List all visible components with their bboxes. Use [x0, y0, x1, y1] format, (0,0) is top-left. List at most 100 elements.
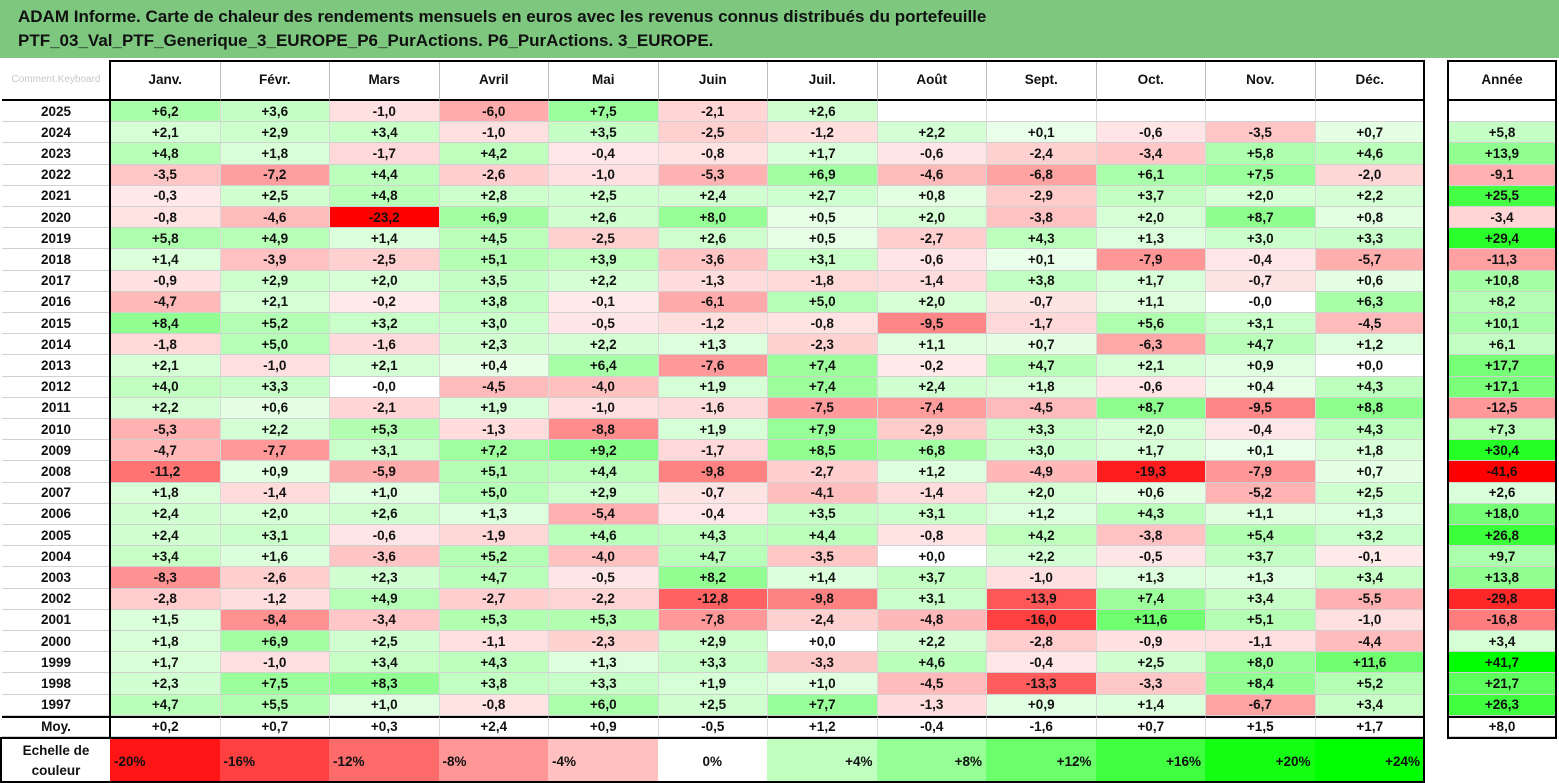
- color-scale-swatch: -12%: [329, 739, 439, 783]
- year-label: 2014: [2, 334, 110, 356]
- year-label: 2010: [2, 419, 110, 441]
- heatmap-cell: -1,8: [767, 270, 877, 292]
- heatmap-cell: +1,1: [876, 334, 986, 356]
- heatmap-cell: -7,9: [1095, 249, 1205, 271]
- heatmap-cell: -2,9: [876, 419, 986, 441]
- heatmap-cell: +7,9: [767, 419, 877, 441]
- heatmap-cell: +1,1: [1205, 503, 1315, 525]
- heatmap-cell: -0,8: [767, 313, 877, 335]
- heatmap-cell: +2,0: [1095, 207, 1205, 229]
- heatmap-cell: -1,2: [657, 313, 767, 335]
- heatmap-cell: +1,4: [329, 228, 439, 250]
- heatmap-cell: +7,5: [1205, 164, 1315, 186]
- heatmap-cell: -2,7: [876, 228, 986, 250]
- heatmap-cell: +2,7: [767, 185, 877, 207]
- heatmap-cell: +2,9: [657, 631, 767, 653]
- heatmap-cell: +3,4: [1205, 588, 1315, 610]
- heatmap-cell: +5,3: [548, 609, 658, 631]
- heatmap-cell: +3,0: [1205, 228, 1315, 250]
- heatmap-cell: +1,7: [110, 652, 220, 674]
- month-header: Mai: [548, 60, 658, 101]
- heatmap-cell: +5,3: [438, 609, 548, 631]
- year-label: 1998: [2, 673, 110, 695]
- year-label: 2005: [2, 525, 110, 547]
- heatmap-cell: -5,4: [548, 503, 658, 525]
- heatmap-cell: +4,3: [1095, 503, 1205, 525]
- heatmap-cell: -3,8: [1095, 525, 1205, 547]
- heatmap-cell: +8,4: [110, 313, 220, 335]
- heatmap-cell: -6,7: [1205, 694, 1315, 716]
- heatmap-cell: +0,6: [1314, 270, 1424, 292]
- heatmap-cell: -1,3: [876, 694, 986, 716]
- heatmap-cell: +1,2: [1314, 334, 1424, 356]
- heatmap-cell: -7,7: [219, 440, 329, 462]
- annual-cell: +26,3: [1447, 694, 1557, 716]
- heatmap-cell: +2,2: [548, 270, 658, 292]
- heatmap-cell: +1,5: [1205, 715, 1315, 737]
- heatmap-cell: +0,0: [1314, 355, 1424, 377]
- heatmap-cell: -7,9: [1205, 461, 1315, 483]
- heatmap-cell: +8,0: [1205, 652, 1315, 674]
- heatmap-cell: +3,1: [767, 249, 877, 271]
- heatmap-cell: +1,0: [767, 673, 877, 695]
- heatmap-cell: -1,2: [767, 122, 877, 144]
- heatmap-cell: +2,1: [110, 122, 220, 144]
- heatmap-cell: +0,1: [986, 122, 1096, 144]
- heatmap-cell: +4,3: [657, 525, 767, 547]
- heatmap-cell: +0,1: [1205, 440, 1315, 462]
- title-line-1: ADAM Informe. Carte de chaleur des rende…: [18, 7, 987, 26]
- heatmap-cell: +0,7: [986, 334, 1096, 356]
- corner-note: Comment.Keyboard: [2, 60, 110, 101]
- heatmap-cell: -1,6: [657, 397, 767, 419]
- heatmap-cell: +3,3: [1314, 228, 1424, 250]
- annual-cell: +10,1: [1447, 313, 1557, 335]
- heatmap-cell: +1,6: [219, 546, 329, 568]
- annual-cell: -9,1: [1447, 164, 1557, 186]
- heatmap-cell: -7,2: [219, 164, 329, 186]
- heatmap-cell: -1,4: [876, 482, 986, 504]
- heatmap-cell: +11,6: [1314, 652, 1424, 674]
- heatmap-cell: -9,5: [876, 313, 986, 335]
- heatmap-cell: +2,2: [876, 122, 986, 144]
- heatmap-cell: +2,2: [1314, 185, 1424, 207]
- heatmap-cell: +0,9: [548, 715, 658, 737]
- heatmap-cell: +1,0: [329, 482, 439, 504]
- heatmap-cell: +1,7: [1314, 715, 1424, 737]
- heatmap-cell: -0,6: [1095, 376, 1205, 398]
- heatmap-cell: +8,7: [1095, 397, 1205, 419]
- heatmap-cell: +0,0: [876, 546, 986, 568]
- color-scale-swatch: +16%: [1095, 739, 1205, 783]
- heatmap-cell: +3,1: [329, 440, 439, 462]
- heatmap-cell: +1,8: [1314, 440, 1424, 462]
- heatmap-cell: -0,4: [986, 652, 1096, 674]
- heatmap-cell: -4,6: [219, 207, 329, 229]
- heatmap-cell: +3,8: [986, 270, 1096, 292]
- annual-cell: +30,4: [1447, 440, 1557, 462]
- heatmap-cell: +6,9: [767, 164, 877, 186]
- heatmap-cell: +0,7: [1314, 461, 1424, 483]
- heatmap-cell: +2,9: [219, 122, 329, 144]
- heatmap-cell: -2,0: [1314, 164, 1424, 186]
- heatmap-cell: +1,2: [986, 503, 1096, 525]
- heatmap-cell: -3,6: [329, 546, 439, 568]
- heatmap-cell: +2,1: [329, 355, 439, 377]
- year-label: 2002: [2, 589, 110, 610]
- annual-cell: -41,6: [1447, 461, 1557, 483]
- heatmap-cell: +2,9: [219, 270, 329, 292]
- heatmap-cell: +0,5: [767, 228, 877, 250]
- heatmap-cell: -5,2: [1205, 482, 1315, 504]
- heatmap-cell: -2,1: [329, 397, 439, 419]
- heatmap-cell: +2,5: [329, 631, 439, 653]
- heatmap-cell: +2,5: [1314, 482, 1424, 504]
- heatmap-cell: +3,2: [1314, 525, 1424, 547]
- heatmap-cell: -0,5: [548, 313, 658, 335]
- heatmap-cell: +7,4: [1095, 588, 1205, 610]
- heatmap-cell: +0,0: [767, 631, 877, 653]
- heatmap-cell: +1,3: [548, 652, 658, 674]
- heatmap-cell: -1,3: [657, 270, 767, 292]
- heatmap-cell: -6,0: [438, 101, 548, 123]
- heatmap-cell: +7,5: [219, 673, 329, 695]
- heatmap-cell: +8,3: [329, 673, 439, 695]
- heatmap-cell: -1,2: [219, 588, 329, 610]
- heatmap-cell: -3,6: [657, 249, 767, 271]
